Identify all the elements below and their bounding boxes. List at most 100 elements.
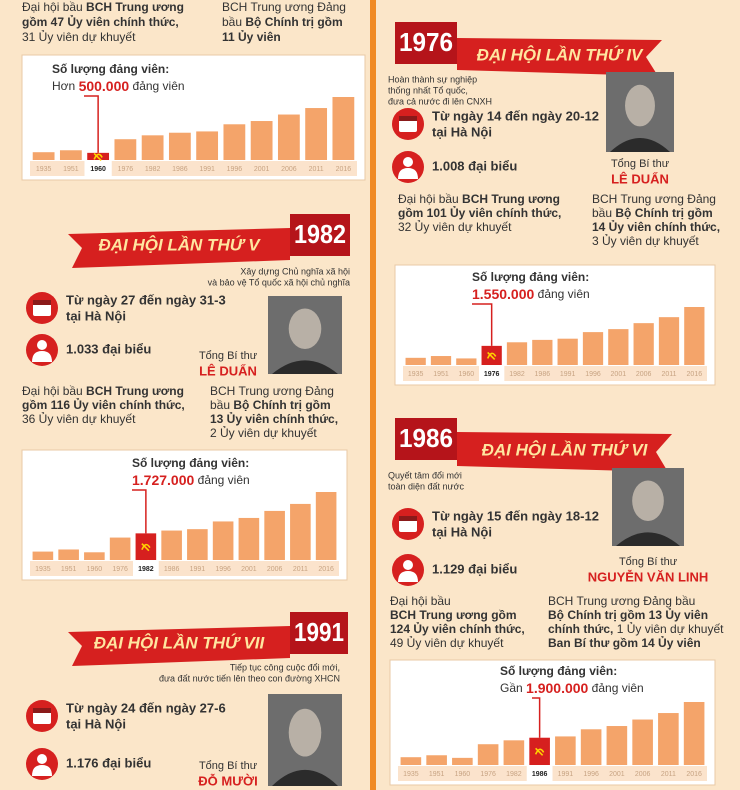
suffix: đảng viên [538, 287, 590, 301]
bar [405, 357, 426, 365]
x-tick-label: 1996 [583, 771, 599, 778]
congress-title: ĐẠI HỘI LẦN THỨ V [98, 235, 261, 254]
chart-subheading: Gần 1.900.000 đảng viên [500, 680, 644, 696]
icon-calendar-top [399, 516, 417, 521]
text-line: Từ ngày 24 đến ngày 27-6 [66, 700, 226, 715]
delegates: 1.008 đại biểu [432, 158, 517, 173]
secretary-name: NGUYỄN VĂN LINH [588, 569, 709, 584]
text-line: Đại hội bầu BCH Trung ương [398, 192, 560, 206]
text-line: 11 Ủy viên [222, 29, 281, 44]
x-tick-label: 1935 [408, 371, 424, 378]
congress-title: ĐẠI HỘI LẦN THỨ VI [482, 440, 649, 459]
bar [58, 549, 79, 560]
text-segment: Đại hội bầu [398, 192, 462, 206]
bar [315, 492, 337, 560]
x-tick-label: 1991 [560, 371, 576, 378]
connector [84, 95, 99, 153]
text-line: bầu Bộ Chính trị gồm [222, 15, 343, 29]
x-tick-label: 2001 [611, 371, 627, 378]
bar [223, 124, 246, 160]
bar [109, 537, 131, 560]
x-tick-label: 2016 [687, 371, 703, 378]
bar [506, 342, 528, 365]
bar [557, 338, 578, 365]
bar [290, 503, 311, 560]
text-segment: 11 Ủy viên [222, 29, 281, 44]
text-segment: 14 Ủy viên chính thức, [592, 219, 720, 234]
text-segment: Đại hội bầu [22, 384, 86, 398]
bar [141, 135, 164, 160]
x-tick-label: 1951 [63, 166, 79, 173]
text-line: 124 Ủy viên chính thức, [390, 621, 525, 636]
text-segment: chính thức, [548, 622, 613, 636]
bar [430, 356, 452, 365]
bar [212, 521, 234, 560]
emblem [93, 152, 103, 161]
x-tick-label: 1951 [429, 771, 445, 778]
text-segment: Bộ Chính trị gồm [245, 15, 342, 29]
text-line: gồm 116 Ủy viên chính thức, [22, 397, 185, 412]
congress-year: 1982 [294, 219, 346, 249]
congress-title: ĐẠI HỘI LẦN THỨ VII [94, 633, 266, 652]
text-line: Hoàn thành sự nghiệp [388, 74, 477, 84]
text-line: BCH Trung ương Đảng [592, 192, 716, 206]
text-segment: bầu [222, 15, 245, 29]
bar [555, 736, 576, 765]
x-tick-label: 1976 [118, 166, 134, 173]
icon-head [37, 340, 47, 350]
x-tick-label: 1986 [164, 566, 180, 573]
x-tick-label: 2001 [254, 166, 270, 173]
text-line: Từ ngày 27 đến ngày 31-3 [66, 292, 226, 307]
label-highlight [526, 766, 553, 781]
bar [168, 132, 191, 160]
text-line: tại Hà Nội [66, 308, 126, 323]
emblem [486, 351, 497, 360]
x-tick-label: 1960 [90, 166, 106, 173]
bar [187, 529, 208, 560]
x-tick-label: 1976 [480, 771, 496, 778]
text-segment: BCH Trung ương Đảng [222, 0, 346, 14]
x-tick-label: 2011 [293, 566, 308, 573]
bar [59, 150, 82, 160]
text-segment: 32 Ủy viên dự khuyết [398, 219, 512, 234]
text-line: gồm 47 Ủy viên chính thức, [22, 14, 179, 29]
text-segment: 2 Ủy viên dự khuyết [210, 425, 317, 440]
x-tick-label: 1935 [36, 166, 52, 173]
bar [332, 97, 355, 160]
text-line: tại Hà Nội [432, 124, 492, 139]
text-line: BCH Trung ương Đảng [210, 384, 334, 398]
icon-head [37, 754, 47, 764]
text-line: 3 Ủy viên dự khuyết [592, 233, 699, 248]
text-line: BCH Trung ương Đảng bầu [548, 594, 695, 608]
x-tick-label: 1982 [145, 166, 161, 173]
bar [684, 307, 705, 365]
text-segment: BCH Trung ương Đảng bầu [548, 594, 695, 608]
prefix: Hơn [52, 79, 75, 93]
text-line: Đại hội bầu [390, 594, 451, 608]
number: 1.550.000 [472, 286, 534, 302]
x-tick-label: 2006 [635, 771, 651, 778]
bar [426, 755, 447, 765]
bar [400, 757, 422, 765]
x-tick-label: 1982 [506, 771, 522, 778]
text-segment: 49 Ủy viên dự khuyết [390, 635, 504, 650]
secretary-name: LÊ DUẨN [611, 171, 669, 186]
bar [606, 726, 628, 765]
x-tick-label: 1935 [403, 771, 419, 778]
bar [264, 510, 285, 560]
text-line: Từ ngày 15 đến ngày 18-12 [432, 508, 599, 523]
suffix: đảng viên [198, 473, 250, 487]
text-segment: gồm 116 Ủy viên chính thức, [22, 397, 185, 412]
text-segment: 1 Ủy viên dự khuyết [613, 621, 724, 636]
delegates: 1.129 đại biểu [432, 561, 517, 576]
secretary-label: Tổng Bí thư [619, 556, 678, 568]
text-segment: BCH Trung ương Đảng [592, 192, 716, 206]
ribbon [457, 38, 662, 76]
text-segment: Bộ Chính trị gồm [615, 206, 712, 220]
prefix: Gần [500, 681, 523, 695]
text-line: 49 Ủy viên dự khuyết [390, 635, 504, 650]
x-tick-label: 2006 [267, 566, 283, 573]
x-tick-label: 2011 [309, 166, 324, 173]
x-tick-label: 1935 [35, 566, 51, 573]
year-box [395, 22, 457, 64]
